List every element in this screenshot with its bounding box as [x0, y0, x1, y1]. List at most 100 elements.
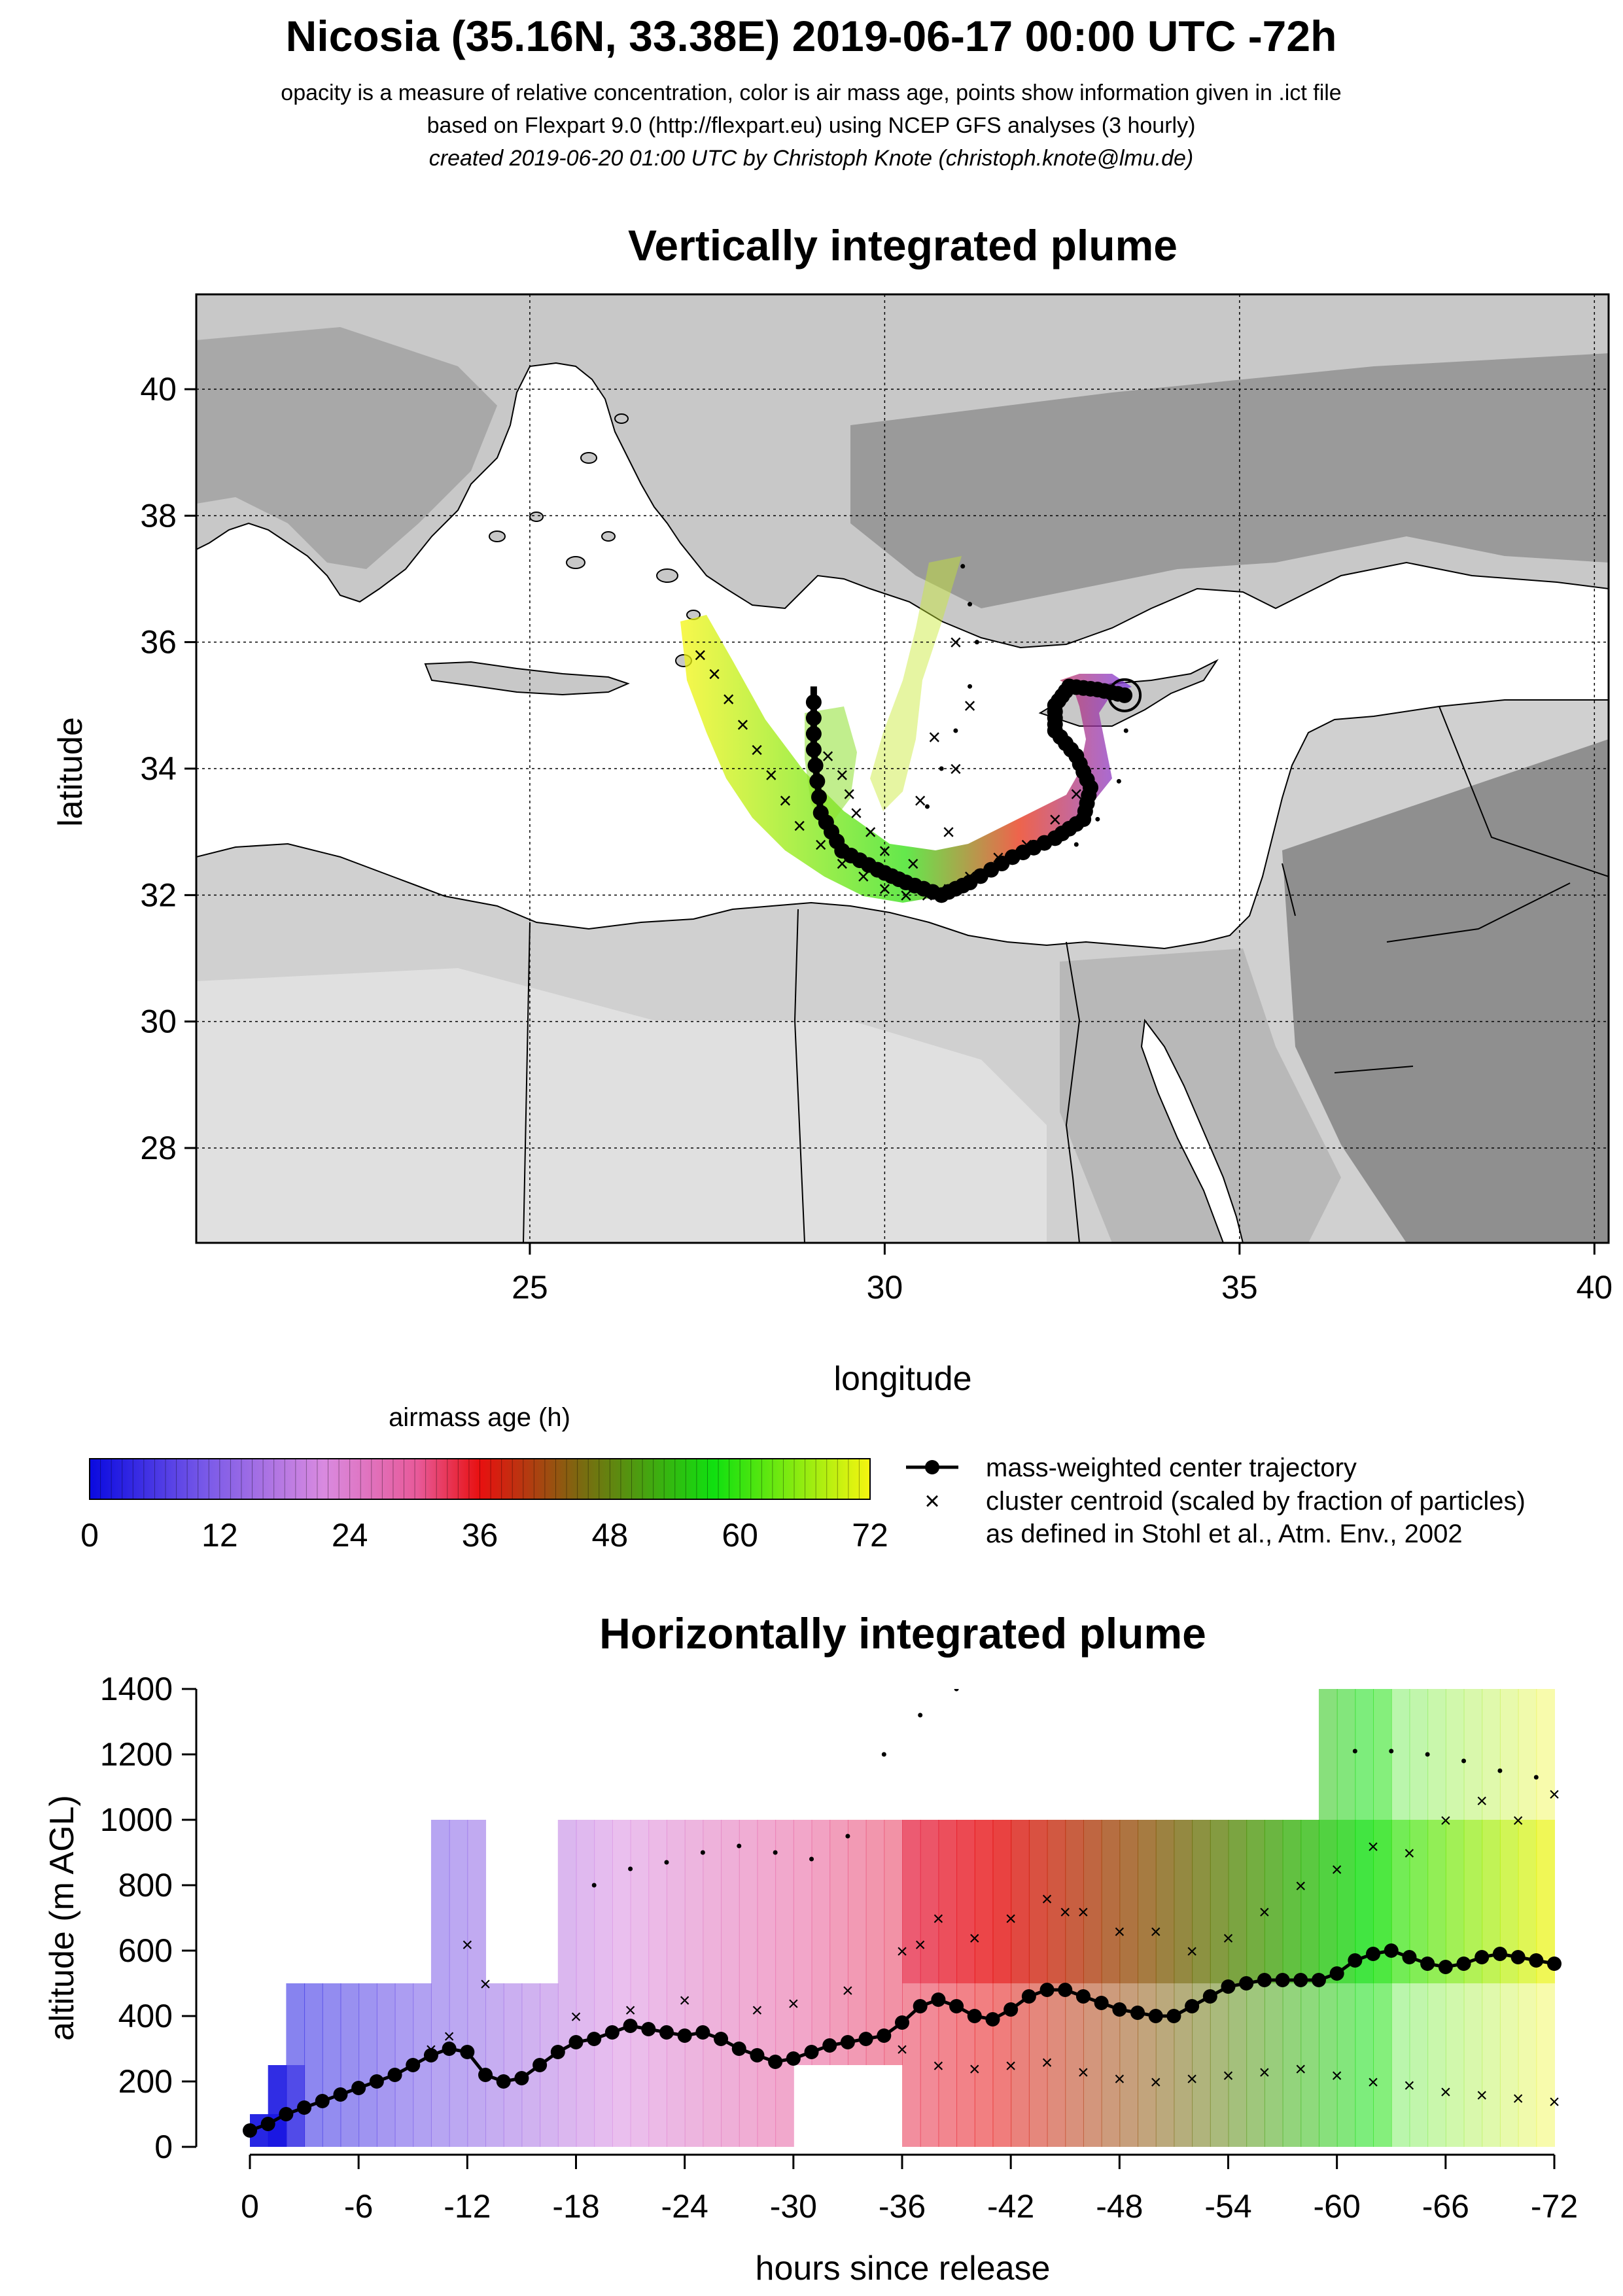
altitude-cluster-marker: × [842, 1980, 854, 2002]
altitude-cluster-marker: × [480, 1974, 491, 1995]
altitude-center-point [460, 2045, 475, 2059]
altitude-center-point [931, 1992, 946, 2007]
altitude-core-band [1119, 1820, 1139, 1983]
altitude-core-band [1101, 1820, 1121, 1983]
altitude-cluster-marker: × [1150, 2072, 1162, 2093]
altitude-center-point [587, 2032, 602, 2046]
altitude-age-band [322, 1983, 341, 2147]
map-panel: ×××××××××××× × × ××××××××××××××××××× [196, 294, 1609, 1243]
cluster-centroid-marker: × [814, 833, 828, 858]
altitude-cluster-marker: × [1548, 1784, 1560, 1805]
altitude-y-tick-label: 1200 [100, 1736, 173, 1773]
land-egypt-dark [1060, 948, 1341, 1243]
altitude-center-point [423, 2048, 438, 2062]
altitude-center-point [1185, 1999, 1200, 2013]
altitude-core-band [1318, 1820, 1338, 1983]
altitude-cluster-marker: × [1404, 2075, 1416, 2096]
map-x-label: longitude [833, 1360, 971, 1398]
altitude-core-band [920, 1820, 939, 1983]
cluster-centroid-marker: × [722, 687, 735, 712]
cluster-centroid-marker: × [964, 864, 977, 889]
altitude-age-band [684, 1820, 704, 2147]
cluster-centroid-marker: × [1049, 807, 1062, 832]
altitude-age-band [666, 1820, 686, 2147]
colorbar-title: airmass age (h) [389, 1403, 570, 1432]
altitude-center-point [333, 2087, 348, 2102]
map-x-tick-label: 30 [867, 1269, 903, 1306]
altitude-center-point [913, 1999, 928, 2013]
cluster-centroid-marker: × [878, 877, 891, 902]
altitude-center-point [406, 2058, 421, 2072]
altitude-axes: 0 -6 -12 -18 -24 -30 -36 -42 -48 -54 -60 -66 -72 0 200… [100, 1671, 1578, 2225]
altitude-center-point [1402, 1950, 1417, 1964]
borders [523, 706, 1609, 1243]
map-x-tick-label: 35 [1221, 1269, 1258, 1306]
altitude-cluster-marker: × [1223, 2065, 1234, 2087]
header: Nicosia (35.16N, 33.38E) 2019-06-17 00:0… [281, 12, 1341, 171]
dotted-trajectory-point [968, 684, 973, 689]
altitude-center-point [1058, 1983, 1073, 1997]
altitude-age-band [430, 1820, 450, 2147]
altitude-core-band [1028, 1820, 1048, 1983]
altitude-center-point [297, 2100, 312, 2115]
altitude-core-band [938, 1820, 958, 1983]
altitude-cluster-marker: × [788, 1993, 799, 2015]
cluster-centroid-marker: × [850, 801, 863, 826]
altitude-y-tick-label: 1400 [100, 1671, 173, 1707]
altitude-center-point [659, 2025, 674, 2040]
map-y-tick-label: 28 [140, 1130, 177, 1166]
altitude-center-point [442, 2042, 457, 2056]
legend-cross-label: cluster centroid (scaled by fraction of … [986, 1487, 1526, 1516]
altitude-age-band [811, 1820, 831, 2065]
altitude-center-point [641, 2022, 656, 2036]
altitude-age-band [485, 1983, 504, 2147]
map-title: Vertically integrated plume [628, 221, 1178, 270]
altitude-center-point [260, 2117, 275, 2131]
altitude-cluster-marker: × [1114, 1921, 1126, 1943]
altitude-core-band [992, 1820, 1012, 1983]
colorbar-stripes [100, 1459, 860, 1499]
altitude-core-band [1246, 1820, 1265, 1983]
altitude-dotted-point [881, 1752, 886, 1757]
land-greece [196, 327, 497, 569]
cluster-centroid-marker: × [1020, 833, 1033, 858]
altitude-x-tick-label: -6 [344, 2188, 373, 2225]
altitude-cluster-marker: × [1331, 1859, 1343, 1881]
altitude-x-tick-label: -66 [1422, 2188, 1469, 2225]
dotted-trajectory-point [924, 804, 930, 809]
altitude-age-band [865, 1820, 885, 2065]
altitude-center-point [804, 2045, 819, 2059]
legend-cross-swatch: × [924, 1487, 939, 1516]
center-trajectory-point [809, 773, 826, 790]
map-y-tick-label: 36 [140, 624, 177, 661]
cluster-centroid-marker: × [921, 883, 934, 908]
altitude-cluster-marker: × [1077, 2062, 1089, 2083]
altitude-center-point [858, 2032, 873, 2046]
altitude-center-point [695, 2025, 710, 2040]
altitude-title: Horizontally integrated plume [599, 1609, 1206, 1658]
altitude-center-point [1021, 1989, 1036, 2004]
center-trajectory-point [811, 789, 828, 805]
altitude-dotted-point [918, 1713, 923, 1718]
altitude-core-band [1192, 1820, 1211, 1983]
altitude-center-point [1094, 1996, 1109, 2010]
altitude-cluster-marker: × [625, 2000, 637, 2021]
colorbar [89, 1458, 871, 1500]
altitude-x-tick-label: -60 [1314, 2188, 1361, 2225]
cluster-centroid-marker: × [942, 820, 955, 845]
cluster-centroid-marker: × [822, 744, 835, 769]
altitude-cluster-marker: × [933, 2055, 945, 2077]
altitude-x-tick-label: -24 [661, 2188, 708, 2225]
altitude-center-point [1384, 1943, 1399, 1958]
altitude-x-tick-label: -30 [770, 2188, 817, 2225]
altitude-core-band [1083, 1820, 1102, 1983]
altitude-cluster-marker: × [1059, 1902, 1071, 1923]
altitude-cluster-marker: × [1476, 2085, 1488, 2106]
altitude-cluster-marker: × [1114, 2068, 1126, 2090]
altitude-dotted-point [1136, 1671, 1140, 1675]
nile [1065, 941, 1081, 1243]
altitude-center-point [1456, 1957, 1471, 1971]
colorbar-tick-label: 36 [462, 1517, 498, 1554]
altitude-cluster-marker: × [1367, 1836, 1379, 1858]
altitude-center-point [1348, 1953, 1363, 1968]
